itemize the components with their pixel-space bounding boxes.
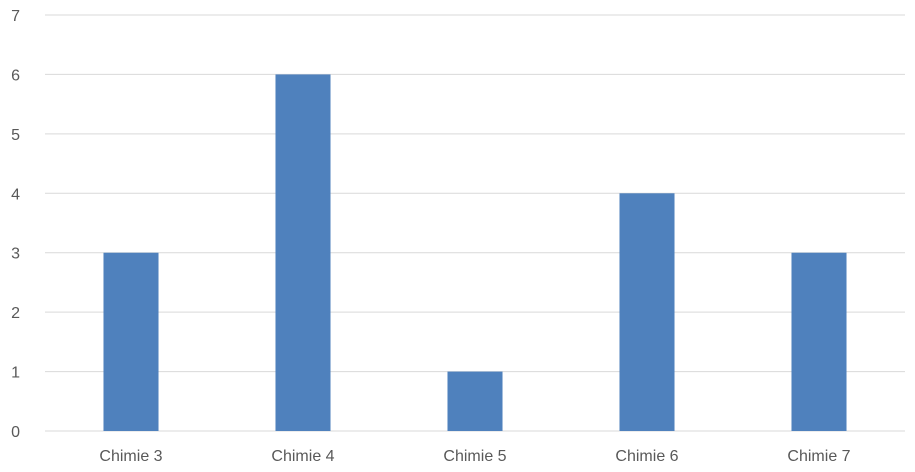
x-category-label: Chimie 5: [443, 448, 506, 465]
x-category-label: Chimie 3: [99, 448, 162, 465]
x-axis-category-labels: Chimie 3 Chimie 4 Chimie 5 Chimie 6 Chimie 7: [99, 448, 850, 465]
bar-chimie-4: [275, 74, 331, 431]
y-tick-label: 4: [11, 186, 20, 203]
bar-chimie-5: [447, 371, 503, 431]
y-tick-label: 7: [11, 8, 20, 25]
bar-chimie-7: [791, 252, 847, 431]
gridlines: [45, 14, 905, 432]
y-tick-label: 1: [11, 365, 20, 382]
y-tick-label: 6: [11, 67, 20, 84]
x-category-label: Chimie 4: [271, 448, 334, 465]
x-category-label: Chimie 7: [787, 448, 850, 465]
bars: [103, 74, 847, 431]
y-tick-label: 3: [11, 246, 20, 263]
bar-chimie-6: [619, 193, 675, 431]
y-axis-tick-labels: 0 1 2 3 4 5 6 7: [11, 8, 20, 441]
y-tick-label: 0: [11, 424, 20, 441]
y-tick-label: 2: [11, 305, 20, 322]
x-category-label: Chimie 6: [615, 448, 678, 465]
y-tick-label: 5: [11, 127, 20, 144]
bar-chimie-3: [103, 252, 159, 431]
